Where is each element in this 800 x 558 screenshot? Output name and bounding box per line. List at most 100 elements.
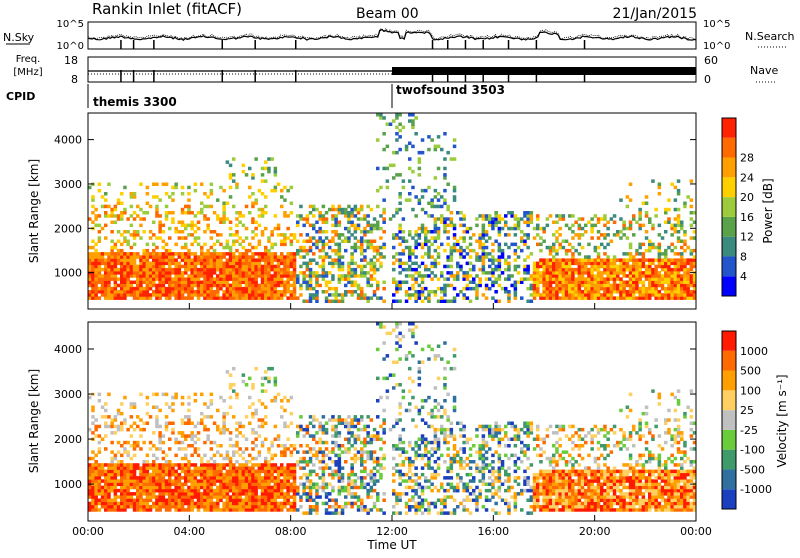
velocity-cell (120, 495, 124, 499)
velocity-cell (194, 505, 198, 509)
velocity-cell (290, 476, 294, 480)
velocity-cell (155, 483, 159, 487)
power-cell (286, 277, 290, 281)
power-cell (133, 271, 137, 275)
velocity-cell (136, 441, 140, 445)
velocity-cell (270, 441, 274, 445)
velocity-cell (174, 473, 178, 477)
power-cell (581, 274, 585, 278)
velocity-cell (235, 495, 239, 499)
power-cell (226, 287, 230, 291)
velocity-cell (98, 441, 102, 445)
velocity-cell (341, 476, 345, 480)
velocity-cell (155, 486, 159, 490)
power-cell (670, 290, 674, 294)
velocity-cell (229, 460, 233, 464)
power-cell (123, 186, 127, 190)
power-cell (478, 281, 482, 285)
velocity-cell (293, 492, 297, 496)
power-cell (664, 290, 668, 294)
power-cell (514, 287, 518, 291)
power-cell (686, 296, 690, 300)
power-cell (520, 236, 524, 240)
power-cell (402, 179, 406, 183)
power-cell (328, 271, 332, 275)
power-cell (373, 265, 377, 269)
power-cell (158, 268, 162, 272)
velocity-cell (251, 412, 255, 416)
velocity-cell (293, 495, 297, 499)
power-cell (558, 277, 562, 281)
velocity-cell (370, 486, 374, 490)
power-cell (581, 268, 585, 272)
power-cell (536, 287, 540, 291)
power-cell (229, 255, 233, 258)
power-cell (427, 214, 431, 218)
power-cell (171, 258, 175, 262)
power-colorbar-segment (722, 197, 736, 217)
power-cell (398, 208, 402, 212)
velocity-cell (126, 489, 129, 493)
power-cell (331, 262, 335, 266)
velocity-cell (325, 466, 329, 470)
power-cell (578, 217, 582, 221)
velocity-cell (264, 492, 268, 496)
velocity-cell (206, 495, 210, 499)
power-cell (328, 240, 332, 244)
power-cell (446, 230, 450, 234)
velocity-cell (315, 489, 319, 493)
power-cell (187, 252, 191, 256)
power-cell (677, 268, 681, 272)
power-cell (312, 208, 316, 212)
power-cell (210, 287, 214, 291)
power-cell (293, 265, 297, 269)
power-cell (126, 277, 129, 281)
power-cell (200, 246, 204, 250)
velocity-cell (309, 508, 313, 512)
power-cell (101, 227, 105, 231)
velocity-cell (194, 470, 198, 474)
power-cell (254, 202, 258, 206)
velocity-cell (232, 492, 236, 496)
power-cell (555, 293, 559, 297)
velocity-cell (117, 463, 121, 467)
velocity-cell (194, 425, 198, 429)
power-cell (302, 262, 306, 266)
velocity-cell (286, 399, 290, 403)
power-cell (360, 236, 364, 240)
power-cell (318, 217, 322, 221)
velocity-cell (318, 422, 322, 426)
velocity-cell (309, 434, 313, 438)
power-cell (635, 258, 639, 262)
power-cell (664, 277, 668, 281)
power-cell (238, 274, 242, 278)
velocity-cell (325, 483, 329, 487)
power-cell (658, 233, 662, 237)
velocity-cell (123, 463, 127, 467)
power-cell (664, 230, 668, 234)
velocity-cell (162, 479, 166, 483)
power-cell (542, 281, 546, 285)
velocity-cell (194, 473, 198, 477)
power-cell (88, 262, 92, 266)
power-cell (88, 186, 92, 190)
power-cell (613, 258, 617, 262)
velocity-cell (264, 463, 268, 467)
power-cell (213, 258, 217, 262)
velocity-cell (152, 466, 156, 470)
power-cell (645, 236, 649, 240)
velocity-cell (254, 486, 258, 490)
velocity-cell (219, 486, 223, 490)
velocity-cell (133, 447, 137, 451)
velocity-cell (264, 486, 268, 490)
velocity-cell (194, 441, 198, 445)
velocity-cell (280, 495, 284, 499)
velocity-cell (302, 511, 306, 515)
power-cell (139, 255, 143, 258)
power-cell (472, 233, 476, 237)
velocity-cell (245, 489, 249, 493)
velocity-cell (290, 495, 294, 499)
power-cell (632, 262, 636, 266)
velocity-cell (216, 428, 220, 432)
power-cell (635, 221, 639, 225)
